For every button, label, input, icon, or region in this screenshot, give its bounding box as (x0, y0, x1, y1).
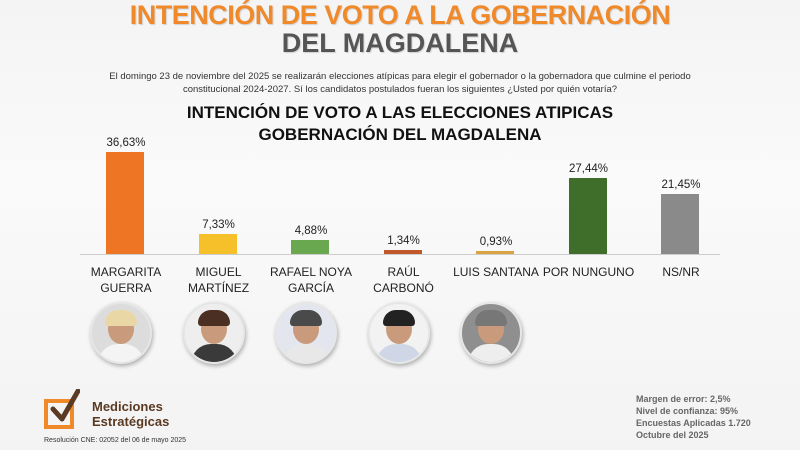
category-label: LUIS SANTANA (453, 265, 539, 279)
bar-value-label: 4,88% (294, 225, 328, 238)
candidate-photo (460, 302, 522, 364)
category-label: RAÚL CARBONÓ (373, 265, 434, 295)
survey-technical-sheet: Margen de error: 2,5% Nivel de confianza… (636, 393, 751, 441)
bar (198, 233, 237, 254)
bar-column: 36,63% (80, 114, 172, 254)
logo-box-icon (44, 399, 74, 429)
category-label: RAFAEL NOYA GARCÍA (269, 265, 353, 295)
bar (661, 194, 699, 254)
confidence-level: Nivel de confianza: 95% (636, 406, 739, 416)
candidate-photo (90, 302, 152, 364)
question-description: El domingo 23 de noviembre del 2025 se r… (109, 71, 691, 95)
chart-baseline (80, 254, 720, 255)
chart-title-line1: INTENCIÓN DE VOTO A LAS ELECCIONES ATIPI… (186, 103, 614, 122)
checkmark-icon (50, 389, 80, 422)
surveys-applied: Encuestas Aplicadas 1.720 (636, 418, 751, 428)
logo-name: Mediciones Estratégicas (92, 399, 170, 429)
survey-date: Octubre del 2025 (636, 430, 709, 440)
chart-title-line2: GOBERNACIÓN DEL MAGDALENA (258, 125, 542, 144)
main-subtitle: DEL MAGDALENA (281, 28, 519, 58)
bar-value-label: 36,63% (106, 137, 146, 150)
bar (106, 152, 144, 254)
bar (476, 251, 514, 254)
category-label: MARGARITA GUERRA (90, 265, 162, 295)
candidate-photo (367, 302, 430, 364)
candidate-photo (275, 302, 337, 364)
bar-column: 0,93% (450, 114, 542, 254)
bar-value-label: 7,33% (202, 218, 235, 231)
chart-title: INTENCIÓN DE VOTO A LAS ELECCIONES ATIPI… (0, 102, 800, 146)
bar-column: 21,45% (635, 114, 727, 254)
candidate-photo (182, 302, 245, 364)
bar-column: 1,34% (358, 114, 450, 254)
main-title: INTENCIÓN DE VOTO A LA GOBERNACIÓN (129, 0, 671, 30)
category-label: NS/NR (662, 265, 700, 279)
bar-value-label: 1,34% (387, 235, 420, 248)
category-label: POR NUNGUNO (542, 265, 635, 279)
cne-resolution: Resolución CNE: 02052 del 06 de mayo 202… (44, 437, 187, 444)
margin-of-error: Margen de error: 2,5% (636, 394, 731, 404)
category-label: MIGUEL MARTÍNEZ (187, 265, 250, 295)
bar (383, 250, 422, 254)
bar-value-label: 27,44% (568, 162, 608, 175)
bar (568, 177, 607, 254)
bar-column: 7,33% (173, 114, 265, 254)
bar-column: 27,44% (543, 114, 635, 254)
bar-chart: 36,63% 7,33% 4,88% 1,34% 0,93% 27,44% 21,45% (80, 137, 720, 255)
bar-value-label: 0,93% (479, 236, 513, 248)
bar-value-label: 21,45% (661, 179, 701, 192)
bar (291, 240, 329, 254)
bar-column: 4,88% (265, 114, 357, 254)
